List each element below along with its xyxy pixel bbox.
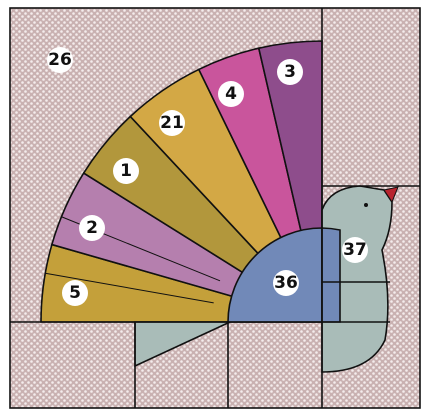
center-piece <box>227 227 323 323</box>
label-badge <box>113 158 139 184</box>
piece-label: 21 <box>160 113 184 133</box>
label-badge <box>79 215 105 241</box>
grid-lines <box>9 7 421 409</box>
label-badge <box>277 59 303 85</box>
bird-beak <box>383 186 399 204</box>
label-badge <box>342 237 368 263</box>
center-piece-right <box>321 227 341 323</box>
piece-label: 26 <box>48 50 72 70</box>
piece-label: 2 <box>86 218 98 238</box>
piece-label: 1 <box>120 161 132 181</box>
piece-label: 4 <box>225 84 237 104</box>
label-badge <box>273 270 299 296</box>
label-badge <box>47 47 73 73</box>
fan-seam <box>45 272 214 304</box>
piece-label: 3 <box>284 62 296 82</box>
label-badge <box>62 280 88 306</box>
bird-eye <box>364 203 368 207</box>
piece-label: 37 <box>343 240 367 260</box>
labels: 26 3 4 21 1 2 5 36 37 <box>47 47 368 306</box>
piece-label: 36 <box>274 273 298 293</box>
label-badge <box>159 110 185 136</box>
piece-label: 5 <box>69 283 81 303</box>
label-badge <box>218 81 244 107</box>
